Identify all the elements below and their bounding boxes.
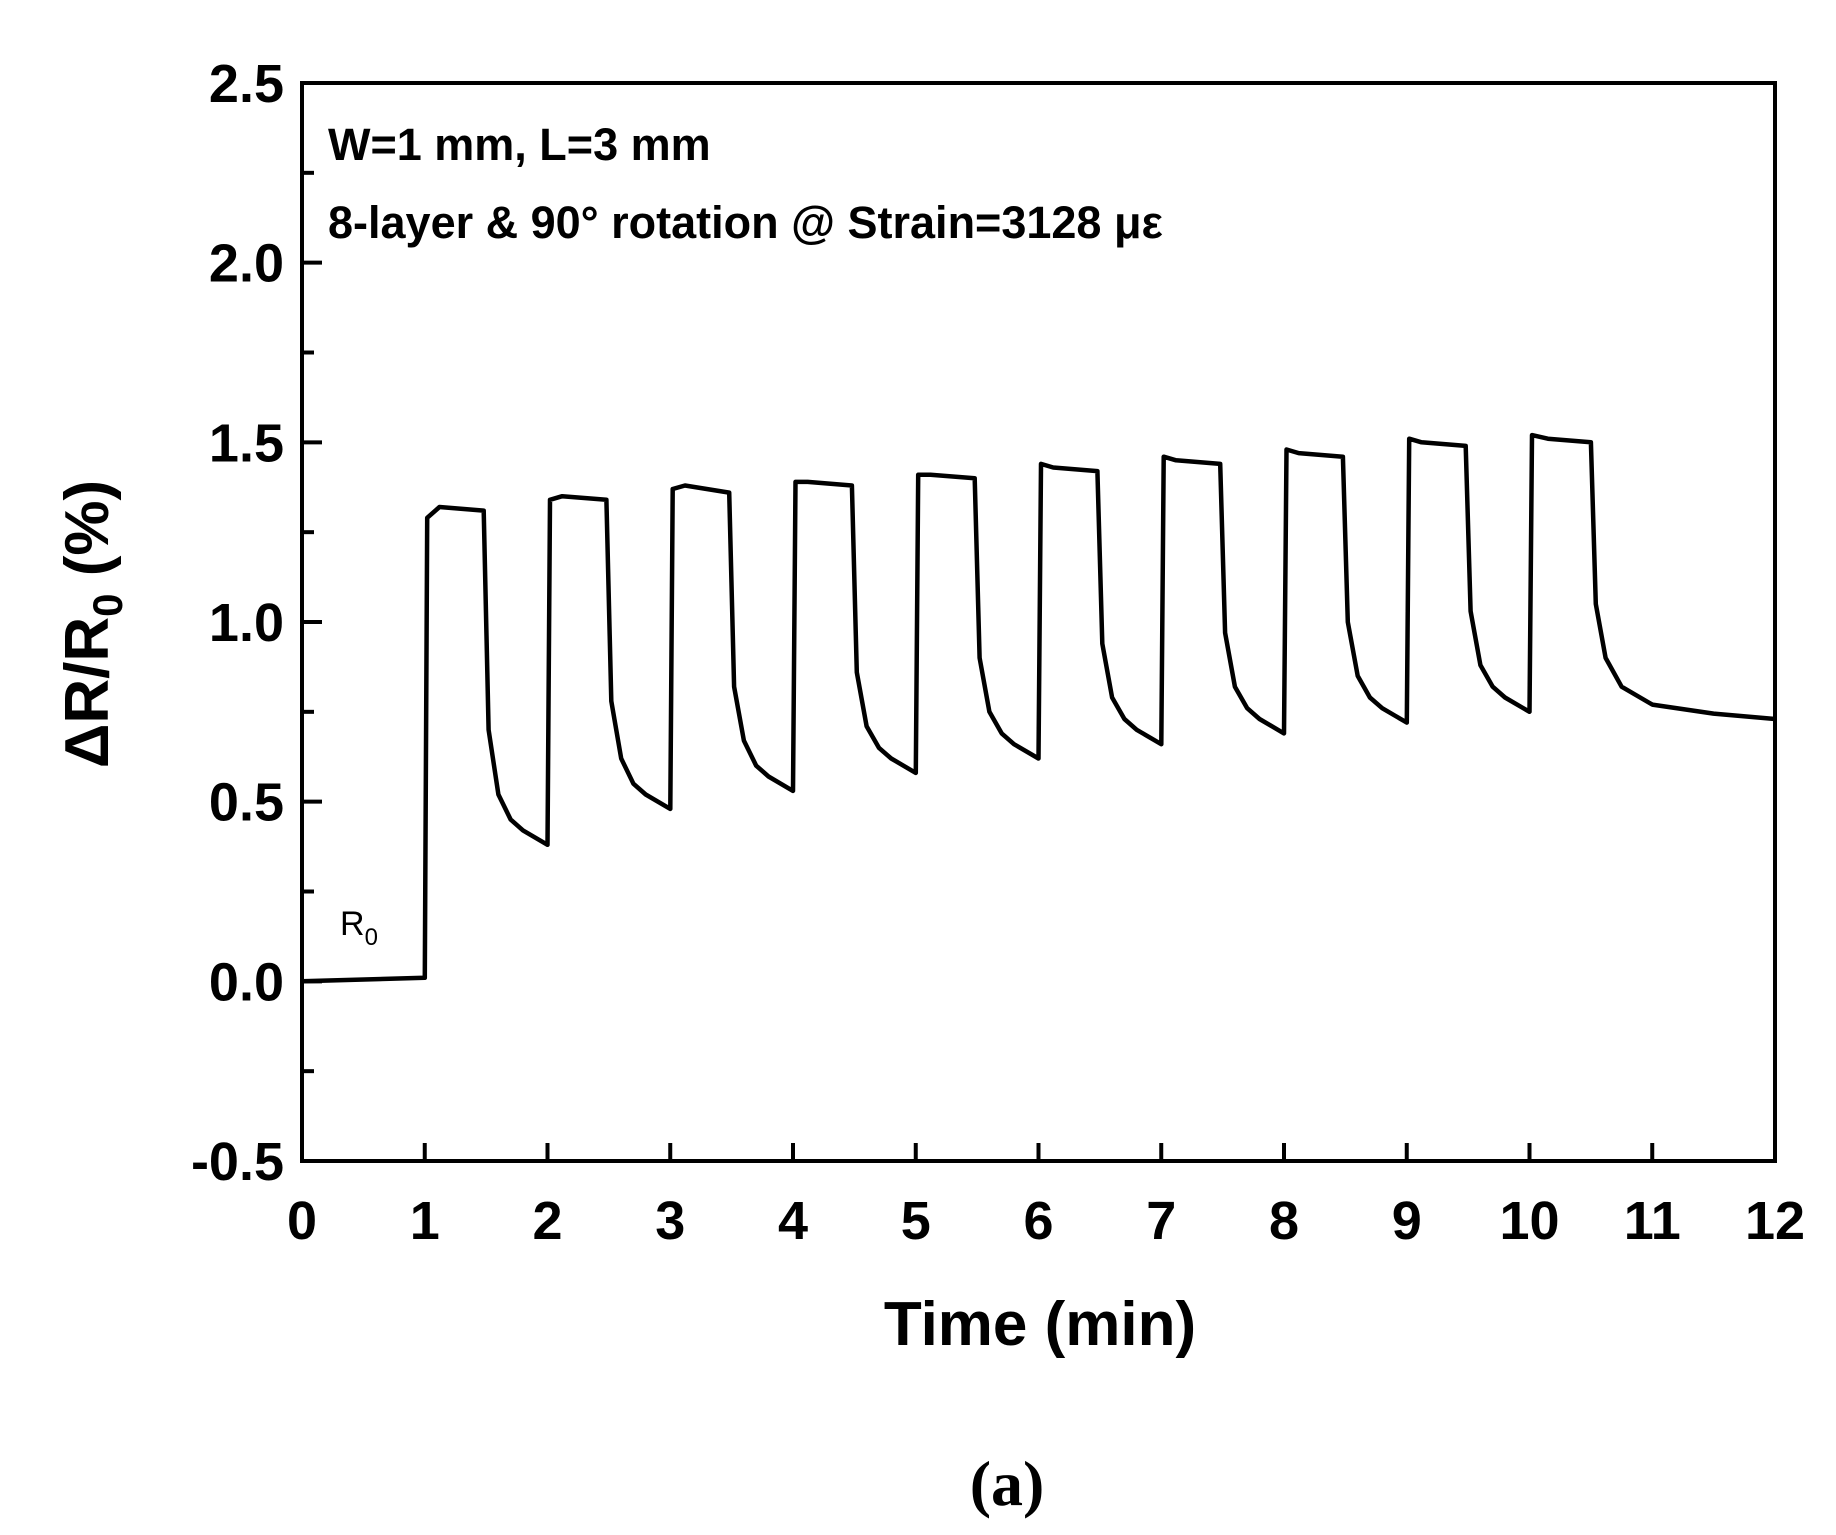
r0-label-sub: 0 xyxy=(365,924,378,951)
y-axis-title-suffix: (%) xyxy=(53,480,122,594)
x-tick-label: 0 xyxy=(287,1191,317,1251)
x-tick-label: 11 xyxy=(1624,1191,1681,1251)
y-tick-label: 0.5 xyxy=(209,773,284,833)
x-tick-label: 4 xyxy=(778,1191,808,1251)
x-tick-label: 8 xyxy=(1269,1191,1299,1251)
tick-labels: 0 1 2 3 4 5 6 7 8 9 10 11 12-0.50.00.51.01.52.02.5 xyxy=(191,54,1805,1251)
figure-caption: (a) xyxy=(970,1448,1045,1519)
r0-label-main: R xyxy=(340,905,365,943)
r0-label: R0 xyxy=(340,905,378,951)
annotation-line2: 8-layer & 90° rotation @ Strain=3128 με xyxy=(328,197,1163,248)
y-tick-label: 1.0 xyxy=(209,593,284,653)
x-tick-label: 6 xyxy=(1023,1191,1053,1251)
y-axis-title-sub: 0 xyxy=(84,593,131,616)
x-tick-label: 7 xyxy=(1146,1191,1176,1251)
y-tick-label: 2.0 xyxy=(209,234,284,294)
y-tick-label: -0.5 xyxy=(191,1132,284,1192)
y-tick-label: 1.5 xyxy=(209,413,284,473)
x-tick-label: 3 xyxy=(655,1191,685,1251)
x-tick-label: 12 xyxy=(1745,1191,1805,1251)
y-tick-label: 2.5 xyxy=(209,54,284,114)
x-tick-label: 10 xyxy=(1499,1191,1559,1251)
plot-frame xyxy=(300,81,1777,1163)
annotation-line1: W=1 mm, L=3 mm xyxy=(328,119,711,170)
x-tick-label: 9 xyxy=(1392,1191,1422,1251)
x-tick-label: 2 xyxy=(532,1191,562,1251)
y-axis-title: ΔR/R0 (%) xyxy=(53,480,131,768)
y-tick-label: 0.0 xyxy=(209,952,284,1012)
x-tick-label: 1 xyxy=(410,1191,440,1251)
y-axis-title-main: ΔR/R xyxy=(53,617,122,768)
series-line xyxy=(301,432,1776,984)
x-axis-title: Time (min) xyxy=(884,1290,1196,1359)
x-tick-label: 5 xyxy=(901,1191,931,1251)
